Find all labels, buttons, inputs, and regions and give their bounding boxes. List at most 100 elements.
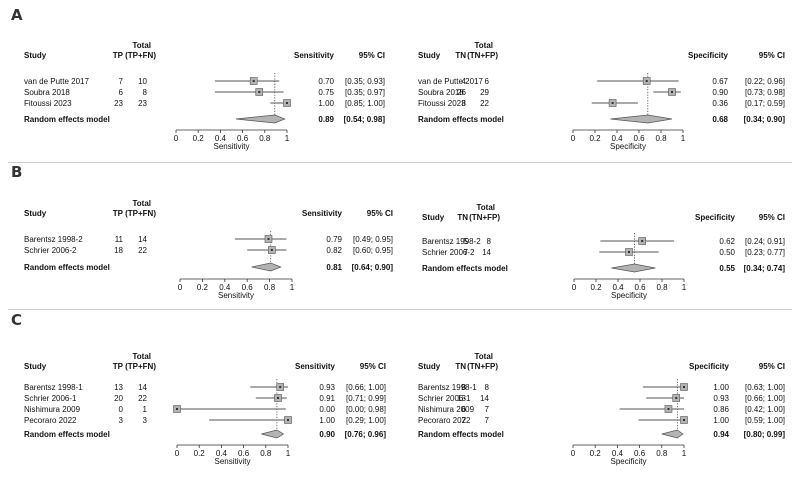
study-count: 8 <box>462 383 467 392</box>
x-tick-label: 0.2 <box>197 283 209 292</box>
summary-estimate: 0.89 <box>318 115 334 124</box>
x-tick-label: 0.6 <box>238 449 250 458</box>
study-name: Pecoraro 2022 <box>418 416 471 425</box>
study-ci: [0.85; 1.00] <box>345 99 385 108</box>
x-tick-label: 1 <box>286 449 291 458</box>
study-name: Nishimura 2009 <box>24 405 81 414</box>
header-total: Total <box>132 41 151 50</box>
summary-diamond <box>251 262 282 272</box>
point-estimate-center <box>641 240 644 242</box>
study-ci: [0.66; 1.00] <box>346 383 386 392</box>
study-total: 8 <box>143 88 148 97</box>
study-estimate: 0.50 <box>719 248 735 257</box>
study-count: 20 <box>114 394 123 403</box>
study-estimate: 0.86 <box>713 405 729 414</box>
summary-estimate: 0.94 <box>713 430 729 439</box>
header-ci: 95% CI <box>759 51 785 60</box>
study-count: 11 <box>115 235 124 244</box>
x-axis-title: Sensitivity <box>218 291 254 300</box>
study-name: van de Putte 2017 <box>418 77 483 86</box>
header-total: Total <box>474 41 493 50</box>
x-tick-label: 0.4 <box>215 134 227 143</box>
study-estimate: 0.67 <box>712 77 728 86</box>
point-estimate-center <box>270 249 273 251</box>
study-total: 22 <box>480 99 489 108</box>
summary-diamond <box>611 263 656 273</box>
study-ci: [0.24; 0.91] <box>745 237 785 246</box>
study-name: Barentsz 1998-1 <box>24 383 83 392</box>
header-count: TP <box>113 209 124 218</box>
x-tick-label: 0.2 <box>193 134 205 143</box>
study-name: Soubra 2018 <box>24 88 70 97</box>
study-name: Soubra 2018 <box>418 88 464 97</box>
study-ci: [0.22; 0.96] <box>745 77 785 86</box>
summary-ci: [0.54; 0.98] <box>344 115 386 124</box>
study-name: Schrier 2006-1 <box>24 394 77 403</box>
study-estimate: 0.62 <box>719 237 735 246</box>
panel-divider <box>8 162 792 163</box>
study-estimate: 0.79 <box>326 235 342 244</box>
study-ci: [0.71; 0.99] <box>346 394 386 403</box>
x-tick-label: 0.4 <box>611 134 623 143</box>
header-total: Total <box>132 352 151 361</box>
header-count: TP <box>113 362 124 371</box>
summary-label: Random effects model <box>422 264 508 273</box>
header-total-sub: (TP+FN) <box>125 209 156 218</box>
x-tick-label: 1 <box>285 134 290 143</box>
x-tick-label: 0.8 <box>264 283 276 292</box>
study-total: 22 <box>138 246 147 255</box>
study-total: 14 <box>138 235 147 244</box>
summary-diamond <box>261 429 285 439</box>
x-axis-title: Specificity <box>611 291 647 300</box>
header-total: Total <box>476 203 495 212</box>
study-estimate: 0.70 <box>318 77 334 86</box>
point-estimate-center <box>252 80 255 82</box>
summary-label: Random effects model <box>418 115 504 124</box>
point-estimate-center <box>287 419 289 421</box>
study-estimate: 1.00 <box>319 416 335 425</box>
summary-ci: [0.64; 0.90] <box>352 263 394 272</box>
study-estimate: 0.00 <box>319 405 335 414</box>
study-estimate: 0.93 <box>319 383 335 392</box>
point-estimate-center <box>667 408 670 410</box>
header-study: Study <box>418 51 441 60</box>
study-name: van de Putte 2017 <box>24 77 89 86</box>
summary-label: Random effects model <box>24 430 110 439</box>
x-tick-label: 1 <box>682 283 687 292</box>
study-name: Fitoussi 2023 <box>418 99 466 108</box>
x-tick-label: 0 <box>178 283 183 292</box>
header-total: Total <box>132 199 151 208</box>
x-tick-label: 1 <box>290 283 295 292</box>
study-total: 22 <box>138 394 147 403</box>
x-tick-label: 0.6 <box>633 134 645 143</box>
summary-estimate: 0.81 <box>326 263 342 272</box>
x-tick-label: 0.6 <box>237 134 249 143</box>
point-estimate-center <box>279 386 282 388</box>
summary-ci: [0.76; 0.96] <box>345 430 387 439</box>
study-name: Pecoraro 2022 <box>24 416 77 425</box>
study-total: 14 <box>480 394 489 403</box>
study-estimate: 0.36 <box>712 99 728 108</box>
study-ci: [0.49; 0.95] <box>353 235 393 244</box>
study-count: 4 <box>462 77 467 86</box>
header-stat: Sensitivity <box>295 362 336 371</box>
study-total: 14 <box>138 383 147 392</box>
study-count: 18 <box>114 246 123 255</box>
point-estimate-center <box>683 386 685 388</box>
x-axis-title: Sensitivity <box>213 142 249 151</box>
x-tick-label: 0.2 <box>194 449 206 458</box>
point-estimate-center <box>277 397 280 399</box>
x-tick-label: 0.4 <box>612 283 624 292</box>
header-total-sub: (TN+FP) <box>467 51 498 60</box>
study-estimate: 0.93 <box>713 394 729 403</box>
study-estimate: 1.00 <box>318 99 334 108</box>
summary-ci: [0.80; 0.99] <box>744 430 786 439</box>
summary-label: Random effects model <box>418 430 504 439</box>
study-total: 8 <box>485 383 490 392</box>
summary-estimate: 0.68 <box>712 115 728 124</box>
study-total: 7 <box>485 416 490 425</box>
header-study: Study <box>422 213 445 222</box>
study-total: 14 <box>482 248 491 257</box>
study-total: 3 <box>143 416 148 425</box>
